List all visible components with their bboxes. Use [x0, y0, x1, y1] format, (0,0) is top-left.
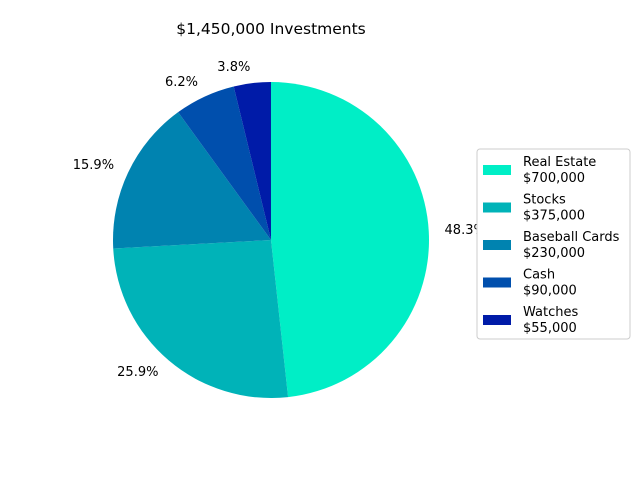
- legend-label-cash: Cash: [523, 268, 555, 283]
- legend-swatch-watches: [483, 315, 511, 325]
- legend-value-stocks: $375,000: [523, 209, 585, 224]
- legend-label-stocks: Stocks: [523, 193, 566, 208]
- chart-title: $1,450,000 Investments: [176, 20, 366, 38]
- slice-real-estate: [271, 81, 430, 398]
- legend-frame: [476, 148, 631, 340]
- percent-label-stocks: 25.9%: [117, 365, 158, 380]
- slice-cash: [178, 86, 271, 241]
- slice-baseball-cards: [113, 112, 271, 249]
- percent-label-cash: 6.2%: [165, 75, 198, 90]
- legend: Real Estate$700,000 Stocks$375,000 Basebal…: [476, 148, 631, 340]
- legend-value-watches: $55,000: [523, 321, 577, 336]
- slice-watches: [233, 82, 271, 240]
- legend-label-real-estate: Real Estate: [523, 155, 596, 170]
- legend-swatch-cash: [483, 277, 511, 288]
- percent-labels: 48.3% 25.9% 15.9% 6.2% 3.8%: [73, 60, 486, 380]
- legend-swatch-real-estate: [483, 165, 511, 175]
- legend-value-real-estate: $700,000: [523, 171, 585, 186]
- slice-stocks: [113, 240, 289, 398]
- percent-label-real-estate: 48.3%: [445, 223, 486, 238]
- percent-label-watches: 3.8%: [217, 60, 250, 75]
- legend-swatch-baseball-cards: [483, 240, 511, 250]
- pie-slices: [113, 81, 430, 398]
- percent-label-baseball-cards: 15.9%: [73, 158, 114, 173]
- legend-label-watches: Watches: [523, 305, 578, 320]
- legend-label-baseball-cards: Baseball Cards: [523, 230, 620, 245]
- legend-value-cash: $90,000: [523, 284, 577, 299]
- legend-value-baseball-cards: $230,000: [523, 246, 585, 261]
- legend-swatch-stocks: [483, 202, 511, 213]
